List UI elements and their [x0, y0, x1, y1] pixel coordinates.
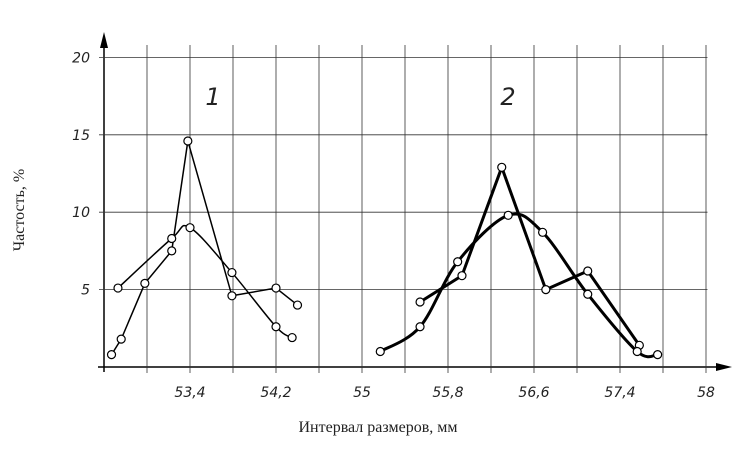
x-tick-label: 57,4	[604, 385, 635, 401]
y-tick-label: 15	[72, 128, 90, 144]
y-tick-label: 5	[81, 283, 90, 299]
data-point	[583, 289, 593, 299]
x-arrow	[716, 363, 732, 371]
annotation: 2	[500, 83, 515, 111]
x-tick-label: 56,6	[518, 385, 549, 401]
data-point	[106, 350, 117, 360]
x-tick-label: 55,8	[432, 385, 463, 401]
y-tick-label: 10	[72, 205, 90, 221]
data-point	[271, 283, 281, 293]
data-point	[415, 322, 425, 332]
data-point	[113, 283, 123, 293]
data-point	[271, 322, 281, 332]
data-point	[415, 297, 425, 307]
data-point	[227, 267, 237, 278]
data-point	[503, 210, 513, 220]
data-point	[653, 350, 663, 360]
data-point	[167, 246, 177, 256]
y-arrow	[100, 32, 108, 48]
y-tick-label: 20	[72, 50, 90, 66]
x-tick-label: 55	[353, 385, 371, 401]
data-point	[116, 334, 126, 344]
y-axis-label: Частость, %	[11, 169, 28, 252]
data-point	[140, 278, 150, 289]
x-tick-label: 54,2	[260, 385, 291, 401]
data-point	[453, 257, 463, 267]
annotation: 1	[205, 83, 220, 111]
data-point	[537, 227, 548, 237]
x-tick-label: 58	[697, 385, 715, 401]
data-point	[292, 300, 303, 310]
data-point	[457, 271, 467, 281]
series-line	[379, 212, 658, 359]
series-line	[419, 162, 641, 347]
x-tick-label: 53,4	[174, 385, 205, 401]
series-line	[110, 140, 298, 356]
data-point	[287, 332, 297, 343]
data-point	[632, 346, 642, 357]
x-axis-label: Интервал размеров, мм	[298, 419, 457, 436]
data-point	[497, 162, 507, 172]
data-point	[375, 346, 385, 357]
data-point	[583, 266, 593, 276]
data-point	[185, 223, 195, 233]
data-point	[183, 136, 193, 146]
data-point	[541, 284, 551, 295]
data-point	[227, 291, 237, 301]
data-point	[167, 233, 177, 244]
